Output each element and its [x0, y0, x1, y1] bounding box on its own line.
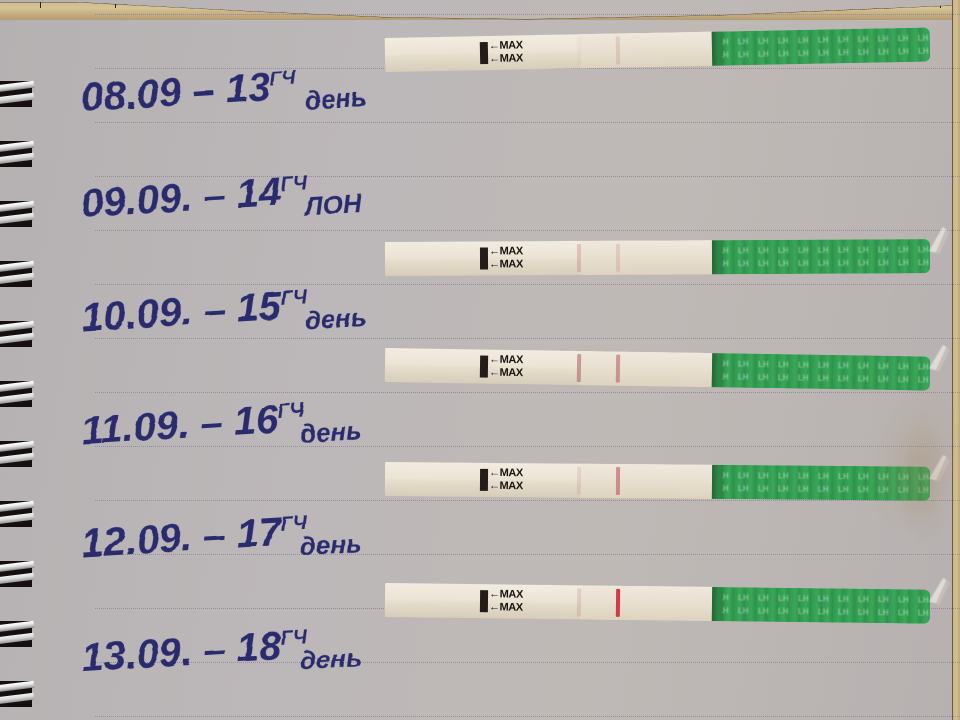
svg-text:12.09. – 17ГЧ: 12.09. – 17ГЧ: [80, 508, 310, 566]
svg-text:день: день: [299, 415, 362, 449]
svg-text:13.09. – 18ГЧ: 13.09. – 18ГЧ: [80, 622, 310, 680]
svg-text:11.09. – 16ГЧ: 11.09. – 16ГЧ: [80, 395, 307, 453]
svg-text:10.09. – 15ГЧ: 10.09. – 15ГЧ: [80, 282, 310, 340]
svg-text:день: день: [304, 302, 367, 336]
svg-text:08.09 – 13ГЧ: 08.09 – 13ГЧ: [80, 63, 299, 120]
svg-text:день: день: [304, 82, 367, 116]
svg-text:день: день: [299, 528, 362, 562]
svg-text:09.09. – 14ГЧ: 09.09. – 14ГЧ: [80, 168, 310, 226]
svg-text:день: день: [299, 642, 362, 676]
svg-text:ЛОН: ЛОН: [302, 188, 364, 222]
